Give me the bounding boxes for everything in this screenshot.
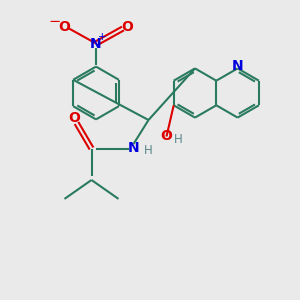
Text: O: O	[58, 20, 70, 34]
Text: N: N	[128, 142, 139, 155]
Text: O: O	[122, 20, 134, 34]
Text: N: N	[90, 37, 102, 50]
Text: H: H	[144, 144, 153, 158]
Text: N: N	[232, 59, 243, 73]
Text: O: O	[160, 130, 172, 143]
Text: H: H	[174, 133, 183, 146]
Text: −: −	[49, 14, 61, 28]
Text: O: O	[68, 111, 80, 124]
Text: +: +	[98, 32, 107, 42]
